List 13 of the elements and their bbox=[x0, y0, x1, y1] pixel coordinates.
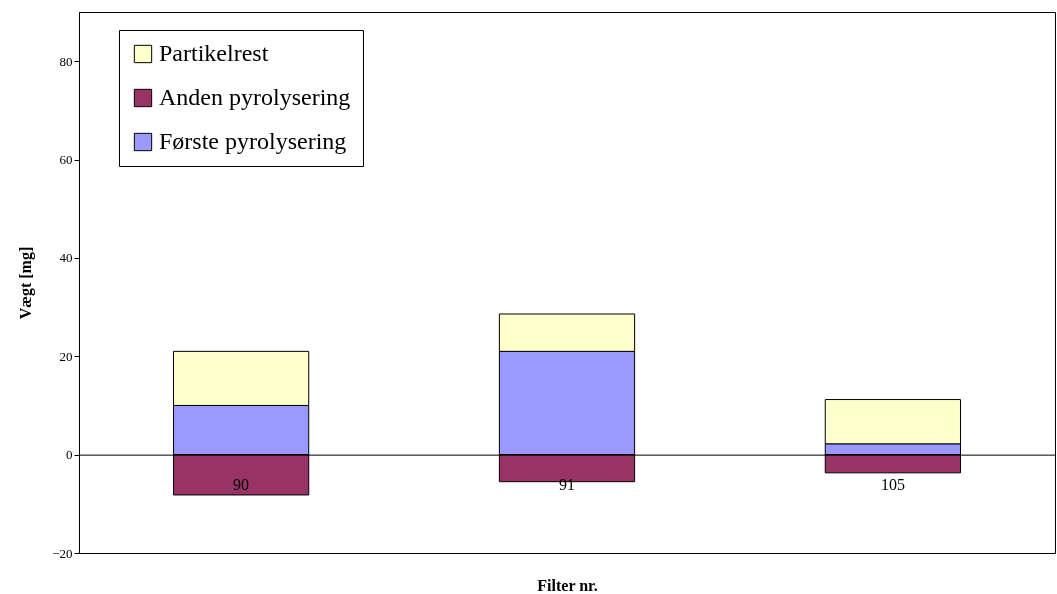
y-tick-label: 0 bbox=[66, 447, 73, 463]
legend-label: Partikelrest bbox=[159, 40, 269, 66]
legend-label: Første pyrolysering bbox=[159, 128, 347, 154]
y-tick-label: 40 bbox=[59, 250, 73, 266]
y-axis-title: Vægt [mg] bbox=[17, 246, 36, 320]
x-tick-label: 90 bbox=[233, 476, 250, 494]
y-tick-label: −20 bbox=[52, 545, 73, 561]
legend-label: Anden pyrolysering bbox=[159, 84, 351, 110]
x-axis-title: Filter nr. bbox=[537, 576, 598, 594]
x-tick-label: 105 bbox=[880, 476, 905, 494]
y-tick-label: 60 bbox=[59, 152, 73, 168]
y-tick-label: 20 bbox=[59, 348, 73, 364]
y-tick-label: 80 bbox=[59, 53, 73, 69]
